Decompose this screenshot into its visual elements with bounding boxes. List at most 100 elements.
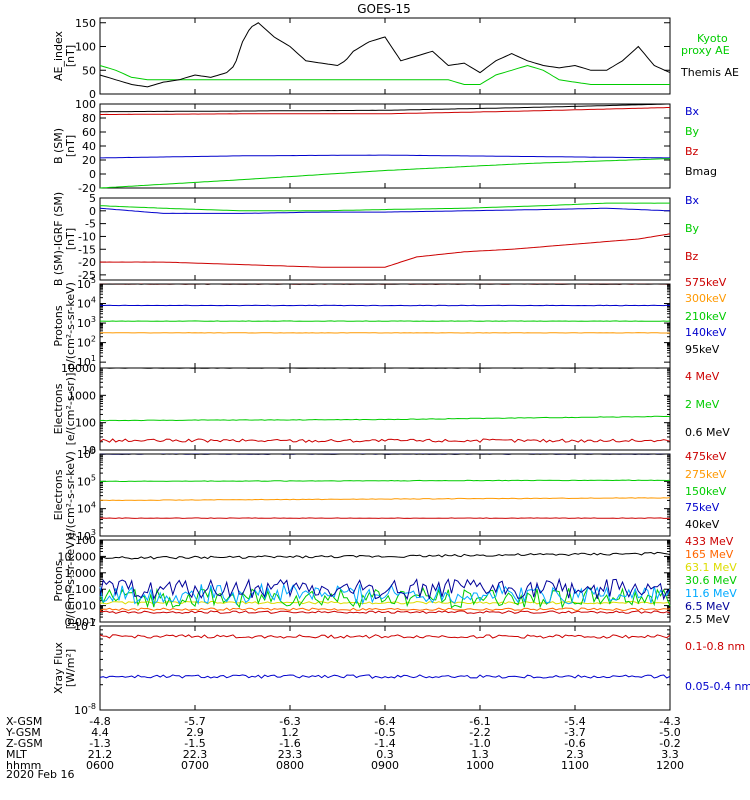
date-label: 2020 Feb 16 — [6, 768, 74, 781]
legend-label: 0.1-0.8 nm — [685, 640, 745, 653]
legend-label: Themis AE — [680, 66, 739, 79]
y-axis-label-line: Electrons — [52, 383, 65, 434]
x-axis-value: 0.3 — [376, 748, 394, 761]
legend-label: Bz — [685, 145, 699, 158]
series-line-6-5-mev — [99, 577, 671, 601]
y-axis-label-line: B (SM)-IGRF (SM) — [52, 192, 65, 286]
y-axis-label-line: [nT] — [64, 45, 77, 67]
y-tick-label: 10.000 — [58, 550, 97, 563]
y-tick-label: 100 — [75, 98, 96, 111]
y-tick-label: 104 — [77, 501, 96, 516]
y-tick-label: 10-7 — [74, 618, 96, 633]
y-axis-label-line: Electrons — [52, 469, 65, 520]
x-axis-value: 1.3 — [471, 748, 489, 761]
legend-label: 0.6 MeV — [685, 426, 730, 439]
y-tick-label: 106 — [77, 446, 96, 461]
legend-label: Bmag — [685, 165, 717, 178]
y-tick-label: 103 — [77, 315, 96, 330]
panel-frame — [99, 103, 671, 189]
legend-label: 2 MeV — [685, 398, 720, 411]
legend-label: 475keV — [685, 450, 727, 463]
series-line-4-mev — [99, 438, 671, 443]
panel-frame — [99, 625, 671, 711]
x-axis-value: 22.3 — [183, 748, 208, 761]
legend-label: 4 MeV — [685, 370, 720, 383]
x-axis-value: -0.2 — [659, 737, 680, 750]
panel-frame — [99, 453, 671, 537]
series-line-11-6-mev — [99, 582, 671, 606]
y-axis-label-line: e/(cm²-s-sr-keV) — [64, 451, 77, 539]
legend-label: 165 MeV — [685, 548, 734, 561]
series-line-165-mev — [99, 607, 671, 611]
y-axis-label: Electrons e/(cm²-s-sr-keV) — [52, 451, 77, 539]
y-tick-label: -20 — [78, 256, 96, 269]
y-axis-label-line: [nT] — [64, 135, 77, 157]
x-axis-row-label: X-GSM — [6, 715, 42, 728]
y-tick-label: -15 — [78, 243, 96, 256]
y-tick-label: 0 — [89, 168, 96, 181]
series-line-275kev — [100, 497, 671, 502]
y-tick-exponent: 4 — [91, 296, 96, 305]
y-tick-label: 100 — [75, 534, 96, 547]
x-axis-value: -2.2 — [469, 726, 490, 739]
y-tick-label: 104 — [77, 296, 96, 311]
x-axis-value: 0600 — [86, 759, 114, 772]
legend-label: 75keV — [685, 501, 720, 514]
y-tick-label: 80 — [82, 112, 96, 125]
y-tick-label: 40 — [82, 140, 96, 153]
series-line-bx — [99, 207, 671, 214]
y-tick-label: 0 — [89, 88, 96, 101]
x-axis-value: 21.2 — [88, 748, 113, 761]
y-tick-exponent: 3 — [91, 315, 96, 324]
y-tick-label: 5 — [89, 192, 96, 205]
y-axis-label: B (SM)-IGRF (SM) [nT] — [52, 192, 77, 286]
legend-label: Bx — [685, 194, 700, 207]
y-tick-label: 150 — [75, 17, 96, 30]
legend-label: 63.1 MeV — [685, 561, 737, 574]
x-axis-value: 2.9 — [186, 726, 204, 739]
x-axis-value: 1200 — [656, 759, 684, 772]
y-tick-label: 102 — [77, 335, 96, 350]
y-tick-exponent: 5 — [91, 276, 96, 285]
x-axis-value: 1100 — [561, 759, 589, 772]
y-tick-label: -20 — [78, 182, 96, 195]
y-axis-label-line: Protons — [52, 560, 65, 601]
series-line-by — [99, 158, 671, 189]
y-axis-label: Protons p/(cm²-s-sr-keV) — [52, 282, 77, 370]
x-axis-row-label: hhmm — [6, 759, 41, 772]
y-tick-label: -10 — [78, 230, 96, 243]
series-line-63-1-mev — [99, 600, 671, 605]
y-tick-exponent: 5 — [91, 473, 96, 482]
y-tick-label: 105 — [77, 276, 96, 291]
series-line-475kev — [99, 517, 671, 519]
y-axis-label-line: B (SM) — [52, 128, 65, 164]
series-line-433-mev — [99, 610, 671, 614]
y-tick-exponent: 4 — [91, 501, 96, 510]
y-axis-label-line: [e/(cm²-s-sr)] — [64, 373, 77, 446]
y-tick-exponent: 1 — [91, 354, 96, 363]
x-axis-value: -1.5 — [184, 737, 205, 750]
x-axis-value: -0.6 — [564, 737, 585, 750]
y-tick-label: 0.010 — [65, 600, 97, 613]
series-line-themis-ae — [99, 22, 671, 88]
legend-label: 30.6 MeV — [685, 574, 737, 587]
legend-label: 300keV — [685, 292, 727, 305]
y-axis-label-line: [p/(cm²-s-sr-keV)] — [64, 533, 77, 630]
x-axis-value: -6.4 — [374, 715, 395, 728]
y-axis-label-line: AE_index — [52, 30, 65, 81]
y-tick-label: 10000 — [61, 362, 96, 375]
legend-label: 140keV — [685, 326, 727, 339]
y-tick-label: 100 — [75, 417, 96, 430]
x-axis-value: -6.1 — [469, 715, 490, 728]
legend-label: 95keV — [685, 343, 720, 356]
legend-label: Bz — [685, 250, 699, 263]
y-axis-label: Xray Flux [W/m²] — [52, 642, 77, 694]
y-axis-label-line: [nT] — [64, 228, 77, 250]
series-line-by — [99, 202, 670, 212]
series-line-2-5-mev — [99, 551, 671, 560]
